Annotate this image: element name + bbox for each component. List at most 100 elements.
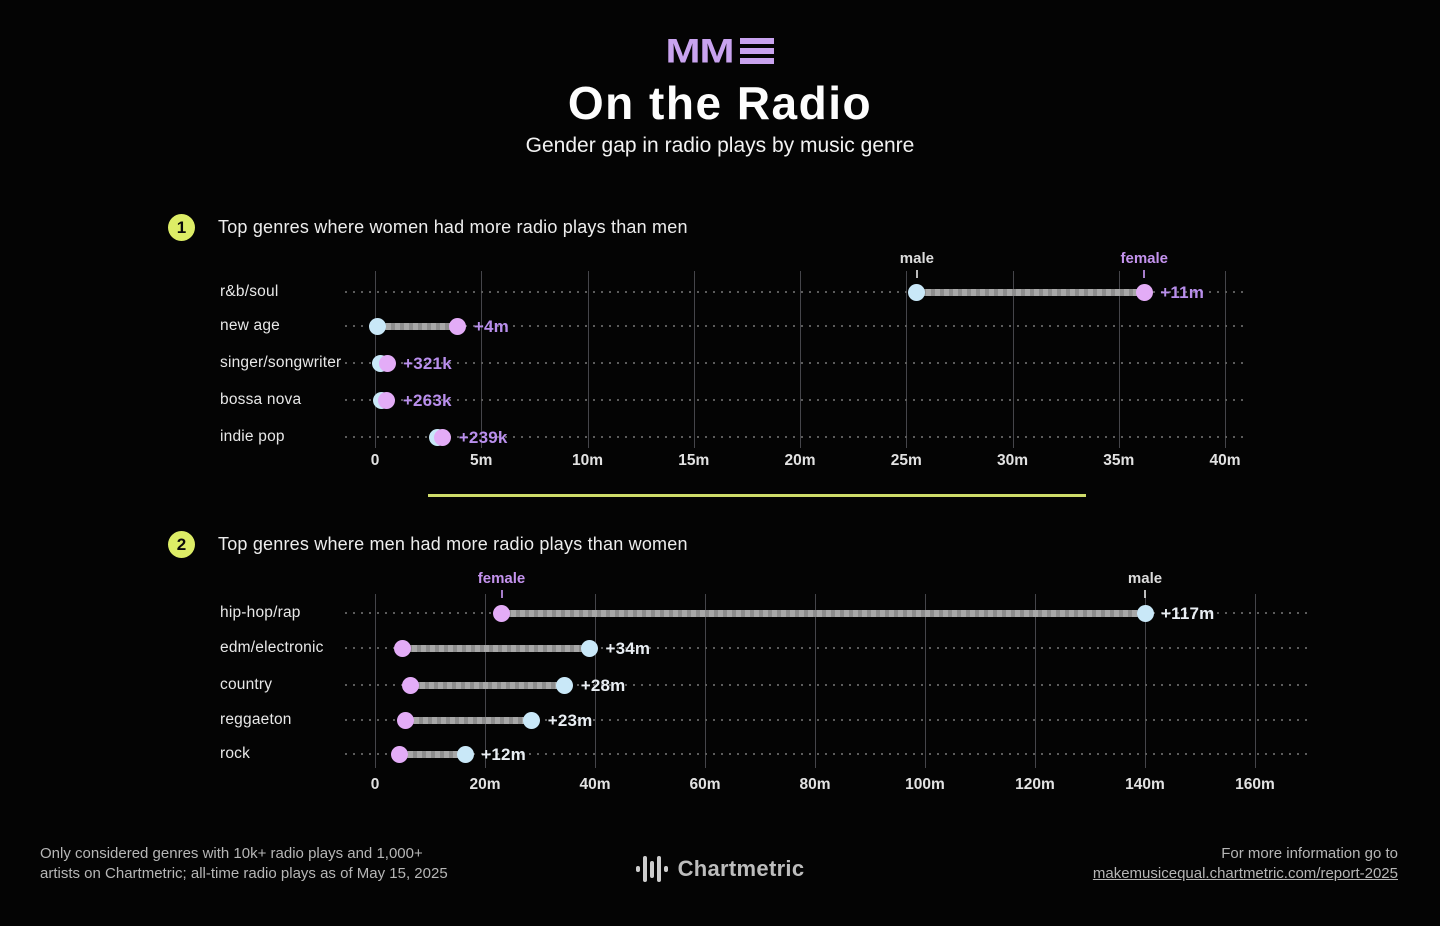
connector-bar [916, 288, 1145, 296]
male-dot [908, 283, 926, 301]
axis-tick-label: 120m [1015, 776, 1055, 793]
female-dot [394, 639, 411, 657]
genre-label: bossa nova [220, 391, 302, 408]
mme-logo-letters: MM [665, 31, 735, 70]
grid-line [595, 594, 596, 768]
row-dotted-line [345, 325, 1243, 327]
axis-tick-label: 5m [470, 452, 493, 469]
more-info: For more information go to makemusicequa… [1093, 844, 1398, 884]
connector-bar [402, 644, 590, 652]
axis-tick-label: 80m [799, 776, 831, 793]
axis-tick-label: 0 [370, 776, 380, 793]
chartmetric-wordmark: Chartmetric [677, 856, 805, 881]
row-dotted-line [345, 719, 1310, 721]
grid-line [1035, 594, 1036, 768]
row-dotted-line [345, 399, 1243, 401]
grid-line [481, 271, 483, 448]
grid-line [705, 594, 706, 768]
footnote-line1: Only considered genres with 10k+ radio p… [40, 845, 423, 862]
gap-value-label: +34m [605, 638, 651, 658]
footnote: Only considered genres with 10k+ radio p… [40, 844, 448, 884]
male-dot [556, 676, 574, 694]
row-dotted-line [345, 291, 1243, 293]
male-dot [523, 711, 541, 729]
female-dot [493, 604, 510, 622]
gender-annotation: male [1127, 570, 1163, 587]
grid-line [800, 271, 801, 448]
section-1-badge: 1 [168, 214, 195, 241]
mme-logo: MM [0, 31, 1440, 70]
connector-bar [399, 750, 466, 758]
gap-value-label: +117m [1161, 603, 1215, 623]
female-dot [378, 391, 396, 409]
grid-line [1145, 594, 1146, 768]
male-dot [1136, 604, 1154, 622]
row-dotted-line [345, 362, 1243, 364]
axis-tick-label: 40m [1209, 452, 1241, 469]
genre-label: country [220, 676, 273, 693]
annotation-tick [1144, 590, 1146, 598]
section-2-heading: Top genres where men had more radio play… [218, 534, 688, 554]
genre-label: indie pop [220, 428, 285, 445]
gender-annotation: female [1120, 250, 1169, 267]
gap-value-label: +11m [1160, 282, 1205, 302]
gap-value-label: +321k [403, 353, 452, 373]
axis-tick-label: 0 [370, 452, 380, 469]
grid-line [815, 594, 816, 768]
axis-tick-label: 20m [784, 452, 816, 469]
chart-men-lead: 0 20m 40m 60m 80m 100m 120m 140m 160m hip-hop/rap… [0, 568, 1440, 798]
female-dot [434, 428, 452, 446]
report-link[interactable]: makemusicequal.chartmetric.com/report-20… [1092, 865, 1398, 882]
gap-value-label: +12m [481, 744, 526, 764]
gap-value-label: +28m [580, 675, 626, 695]
footnote-line2: artists on Chartmetric; all-time radio p… [40, 865, 448, 882]
row-dotted-line [345, 436, 1243, 438]
annotation-tick [500, 590, 503, 598]
male-dot [368, 317, 386, 335]
axis-tick-label: 140m [1125, 776, 1165, 793]
chart-women-lead: 0 5m 10m 15m 20m 25m 30m 35m 40m r&b/soul +11m new … [0, 248, 1440, 478]
female-dot [1135, 283, 1153, 301]
connector-bar [410, 681, 565, 689]
genre-label: rock [220, 745, 251, 762]
gap-value-label: +4m [473, 316, 509, 336]
genre-label: r&b/soul [220, 283, 279, 300]
female-dot [396, 711, 414, 729]
connector-bar [501, 609, 1145, 617]
axis-tick-label: 100m [905, 776, 945, 793]
gap-value-label: +23m [547, 710, 593, 730]
gap-value-label: +263k [402, 390, 452, 410]
genre-label: new age [220, 317, 281, 334]
gender-annotation: female [477, 570, 526, 587]
female-dot [449, 317, 467, 335]
grid-line [1255, 594, 1256, 768]
more-info-text: For more information go to [1221, 845, 1398, 862]
genre-label: edm/electronic [220, 639, 324, 656]
row-dotted-line [345, 684, 1310, 686]
grid-line [1225, 271, 1226, 448]
genre-label: reggaeton [220, 711, 292, 728]
female-dot [378, 354, 396, 372]
female-dot [390, 745, 408, 763]
gender-annotation: male [899, 250, 934, 267]
female-dot [402, 676, 420, 694]
axis-tick-label: 60m [689, 776, 721, 793]
annotation-tick [915, 270, 918, 278]
grid-line [485, 594, 486, 768]
row-dotted-line [345, 647, 1310, 649]
grid-line [1118, 271, 1120, 448]
axis-tick-label: 160m [1235, 776, 1275, 793]
axis-tick-label: 30m [996, 452, 1029, 469]
gap-value-label: +239k [458, 427, 508, 447]
chartmetric-brand: Chartmetric [0, 856, 1440, 882]
grid-line [1012, 271, 1014, 448]
grid-line [693, 271, 695, 448]
section-2-badge: 2 [168, 531, 195, 558]
axis-tick-label: 10m [571, 452, 604, 469]
page-title: On the Radio [567, 77, 873, 129]
grid-line [925, 594, 926, 768]
section-1-heading: Top genres where women had more radio pl… [218, 217, 688, 237]
annotation-tick [1143, 270, 1146, 278]
connector-bar [405, 716, 532, 724]
